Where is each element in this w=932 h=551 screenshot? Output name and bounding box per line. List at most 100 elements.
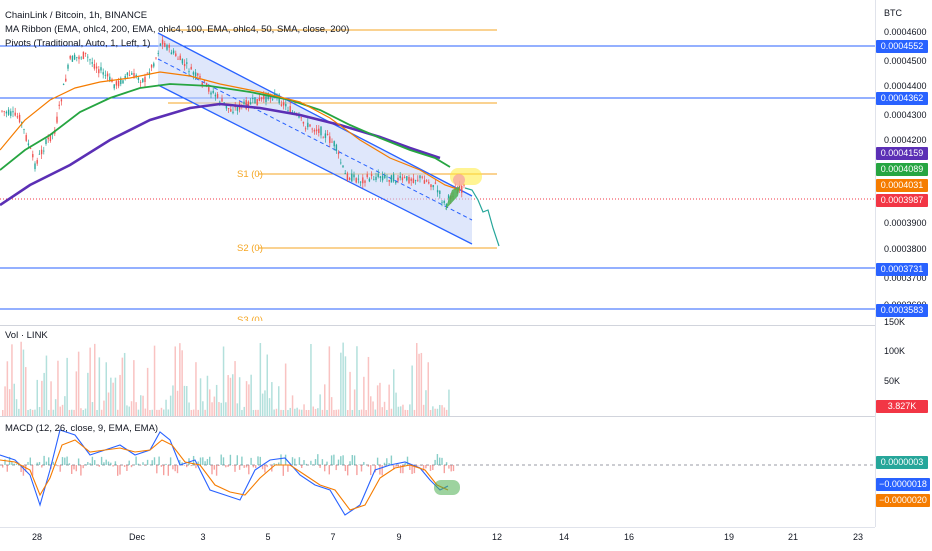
- macd-histogram-bar: [165, 464, 166, 465]
- macd-histogram-bar: [237, 455, 238, 465]
- volume-bar: [388, 385, 390, 416]
- macd-histogram-bar: [175, 465, 176, 471]
- macd-histogram-bar: [260, 457, 261, 465]
- candle-body: [17, 116, 18, 117]
- candle-body: [318, 129, 319, 133]
- candle-body: [316, 130, 317, 132]
- macd-histogram-bar: [117, 465, 118, 476]
- candle-body: [393, 174, 394, 181]
- macd-histogram-bar: [87, 462, 88, 465]
- candle-body: [358, 179, 359, 180]
- candle-body: [114, 84, 115, 88]
- macd-histogram-bar: [432, 465, 433, 470]
- macd-histogram-bar: [264, 465, 265, 473]
- macd-histogram-bar: [303, 460, 304, 465]
- symbol-title: ChainLink / Bitcoin, 1h, BINANCE: [5, 10, 147, 22]
- candle-body: [131, 73, 132, 75]
- volume-bar: [23, 350, 25, 416]
- candle-body: [72, 56, 73, 62]
- macd-histogram-bar: [352, 455, 353, 465]
- volume-bar: [110, 378, 112, 416]
- candle-body: [353, 175, 354, 178]
- candle-body: [230, 109, 231, 111]
- macd-histogram-bar: [333, 455, 334, 465]
- macd-histogram-bar: [101, 457, 102, 465]
- macd-histogram-bar: [331, 455, 332, 465]
- volume-bar: [165, 400, 167, 416]
- candle-body: [48, 138, 49, 140]
- macd-signal-tag: −0.0000020: [876, 494, 930, 507]
- volume-bar: [119, 375, 121, 416]
- volume-bar: [402, 405, 404, 416]
- candle-body: [138, 78, 139, 80]
- volume-bar: [135, 402, 137, 416]
- macd-histogram-bar: [214, 465, 215, 470]
- pivots-legend[interactable]: Pivots (Traditional, Auto, 1, Left, 1): [5, 38, 150, 50]
- pane-separator[interactable]: [0, 416, 932, 417]
- pane-separator[interactable]: [0, 325, 932, 326]
- volume-bar: [92, 402, 94, 416]
- macd-histogram-bar: [96, 465, 97, 466]
- ma-ribbon-legend[interactable]: MA Ribbon (EMA, ohlc4, 200, EMA, ohlc4, …: [5, 24, 349, 36]
- volume-bar: [76, 371, 78, 416]
- volume-tick: 100K: [884, 346, 905, 356]
- volume-bar: [331, 397, 333, 416]
- macd-histogram-bar: [30, 458, 31, 465]
- volume-legend[interactable]: Vol · LINK: [5, 330, 48, 342]
- volume-bar: [216, 385, 218, 416]
- macd-histogram-bar: [253, 465, 254, 467]
- candle-body: [215, 95, 216, 97]
- macd-histogram-bar: [377, 458, 378, 465]
- macd-histogram-bar: [135, 457, 136, 465]
- macd-histogram-bar: [92, 457, 93, 465]
- volume-bar: [46, 356, 48, 416]
- macd-histogram-bar: [361, 465, 362, 471]
- volume-bar: [437, 409, 439, 416]
- candle-body: [153, 63, 154, 66]
- volume-bar: [269, 398, 271, 416]
- candle-body: [169, 45, 170, 48]
- macd-histogram-bar: [421, 465, 422, 466]
- volume-bar: [354, 389, 356, 416]
- candle-body: [210, 93, 211, 95]
- volume-bar: [368, 357, 370, 416]
- candle-body: [144, 77, 145, 82]
- candle-body: [323, 137, 324, 138]
- volume-bar: [317, 408, 319, 416]
- macd-legend[interactable]: MACD (12, 26, close, 9, EMA, EMA): [5, 423, 158, 435]
- macd-histogram-bar: [158, 457, 159, 465]
- candle-body: [184, 64, 185, 66]
- volume-bar: [356, 346, 358, 416]
- macd-histogram-bar: [444, 465, 445, 473]
- volume-tag: 3.827K: [876, 400, 928, 413]
- candle-body: [213, 91, 214, 93]
- candle-body: [261, 97, 262, 99]
- candle-body: [433, 185, 434, 187]
- volume-bar: [271, 382, 273, 416]
- candle-body: [208, 87, 209, 92]
- candle-body: [265, 96, 266, 102]
- channel-upper: [158, 33, 472, 196]
- volume-bar: [57, 361, 59, 416]
- candle-body: [32, 154, 33, 157]
- candle-body: [329, 136, 330, 143]
- macd-histogram-bar: [204, 461, 205, 465]
- macd-histogram-bar: [131, 465, 132, 467]
- volume-bar: [177, 391, 179, 416]
- candle-body: [305, 128, 306, 129]
- candle-body: [441, 202, 442, 203]
- price-tick: 0.0004400: [884, 81, 927, 91]
- macd-histogram-bar: [66, 457, 67, 465]
- candle-body: [435, 183, 436, 184]
- volume-bar: [409, 404, 411, 416]
- volume-tick: 150K: [884, 317, 905, 327]
- price-tick: 0.0003800: [884, 244, 927, 254]
- volume-bar: [428, 362, 430, 416]
- candle-body: [314, 130, 315, 131]
- pivot-label-s2: S2 (0): [237, 243, 263, 255]
- candle-body: [320, 127, 321, 136]
- macd-histogram-bar: [124, 465, 125, 467]
- volume-bar: [391, 409, 393, 416]
- chart-canvas[interactable]: [0, 0, 875, 527]
- candle-body: [259, 98, 260, 101]
